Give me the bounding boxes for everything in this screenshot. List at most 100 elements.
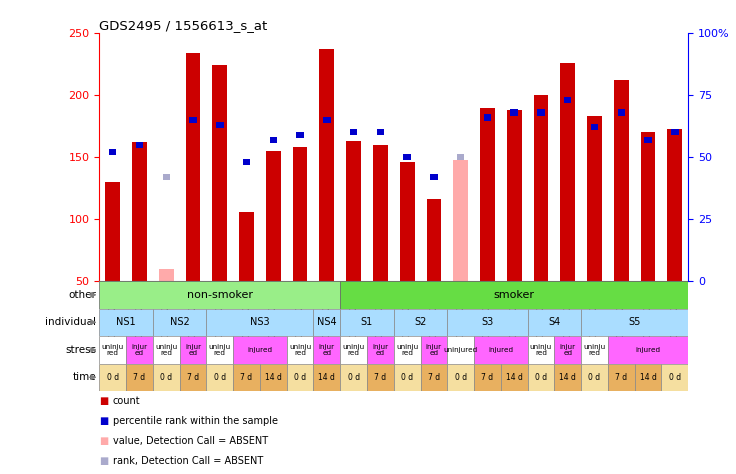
Text: injur
ed: injur ed: [559, 344, 576, 356]
Bar: [206, 364, 233, 391]
Text: injur
ed: injur ed: [426, 344, 442, 356]
Bar: [287, 364, 314, 391]
Bar: [430, 174, 438, 180]
Text: 7 d: 7 d: [187, 373, 199, 382]
Text: 0 d: 0 d: [347, 373, 360, 382]
Bar: [420, 364, 447, 391]
Bar: [528, 364, 554, 391]
Text: 7 d: 7 d: [481, 373, 494, 382]
Bar: [534, 95, 548, 281]
Bar: [618, 109, 625, 116]
Bar: [287, 336, 314, 364]
Bar: [243, 159, 250, 165]
Bar: [233, 336, 287, 364]
Bar: [233, 364, 260, 391]
Text: S3: S3: [481, 317, 494, 328]
Bar: [206, 336, 233, 364]
Text: count: count: [113, 396, 141, 406]
Text: uninju
red: uninju red: [289, 344, 311, 356]
Bar: [314, 336, 340, 364]
Bar: [528, 309, 581, 336]
Text: S4: S4: [548, 317, 561, 328]
Bar: [400, 162, 414, 281]
Text: uninju
red: uninju red: [102, 344, 124, 356]
Text: percentile rank within the sample: percentile rank within the sample: [113, 416, 277, 426]
Bar: [614, 80, 629, 281]
Bar: [367, 336, 394, 364]
Bar: [185, 53, 200, 281]
Text: injured: injured: [488, 347, 514, 353]
Text: 0 d: 0 d: [535, 373, 547, 382]
Bar: [266, 151, 280, 281]
Text: 7 d: 7 d: [375, 373, 386, 382]
Bar: [564, 97, 571, 103]
Bar: [394, 336, 420, 364]
Text: uninju
red: uninju red: [396, 344, 418, 356]
Text: 0 d: 0 d: [401, 373, 413, 382]
Text: value, Detection Call = ABSENT: value, Detection Call = ABSENT: [113, 436, 268, 446]
Bar: [163, 174, 170, 180]
Bar: [126, 364, 153, 391]
Bar: [153, 309, 206, 336]
Bar: [216, 122, 224, 128]
Bar: [340, 281, 688, 309]
Bar: [135, 142, 144, 148]
Bar: [537, 109, 545, 116]
Bar: [350, 129, 358, 136]
Text: smoker: smoker: [494, 290, 534, 300]
Bar: [474, 364, 500, 391]
Text: uninju
red: uninju red: [209, 344, 231, 356]
Bar: [367, 364, 394, 391]
Bar: [314, 364, 340, 391]
Bar: [99, 364, 126, 391]
Text: 7 d: 7 d: [241, 373, 252, 382]
Bar: [634, 364, 662, 391]
Text: uninju
red: uninju red: [530, 344, 552, 356]
Bar: [554, 336, 581, 364]
Bar: [591, 124, 598, 130]
Text: 14 d: 14 d: [559, 373, 576, 382]
Bar: [447, 309, 528, 336]
Bar: [180, 336, 206, 364]
Bar: [99, 336, 126, 364]
Bar: [105, 182, 120, 281]
Bar: [500, 364, 528, 391]
Bar: [109, 149, 116, 155]
Bar: [99, 281, 340, 309]
Bar: [293, 147, 308, 281]
Text: uninju
red: uninju red: [584, 344, 606, 356]
Bar: [153, 336, 180, 364]
Text: S5: S5: [629, 317, 641, 328]
Text: time: time: [73, 372, 96, 383]
Text: stress: stress: [66, 345, 96, 355]
Text: 0 d: 0 d: [107, 373, 118, 382]
Bar: [608, 336, 688, 364]
Bar: [560, 63, 575, 281]
Bar: [340, 309, 394, 336]
Text: rank, Detection Call = ABSENT: rank, Detection Call = ABSENT: [113, 456, 263, 465]
Text: injured: injured: [247, 347, 272, 353]
Bar: [474, 336, 528, 364]
Bar: [662, 364, 688, 391]
Bar: [206, 309, 314, 336]
Bar: [511, 109, 518, 116]
Bar: [581, 364, 608, 391]
Text: 14 d: 14 d: [265, 373, 282, 382]
Text: NS4: NS4: [317, 317, 336, 328]
Text: NS3: NS3: [250, 317, 270, 328]
Bar: [340, 336, 367, 364]
Bar: [180, 364, 206, 391]
Text: NS2: NS2: [170, 317, 190, 328]
Bar: [528, 336, 554, 364]
Text: ■: ■: [99, 436, 109, 446]
Text: NS1: NS1: [116, 317, 136, 328]
Bar: [269, 137, 277, 143]
Text: 14 d: 14 d: [319, 373, 336, 382]
Text: other: other: [68, 290, 96, 300]
Text: 0 d: 0 d: [669, 373, 681, 382]
Text: GDS2495 / 1556613_s_at: GDS2495 / 1556613_s_at: [99, 19, 268, 32]
Bar: [319, 49, 334, 281]
Bar: [373, 145, 388, 281]
Bar: [447, 364, 474, 391]
Bar: [132, 142, 147, 281]
